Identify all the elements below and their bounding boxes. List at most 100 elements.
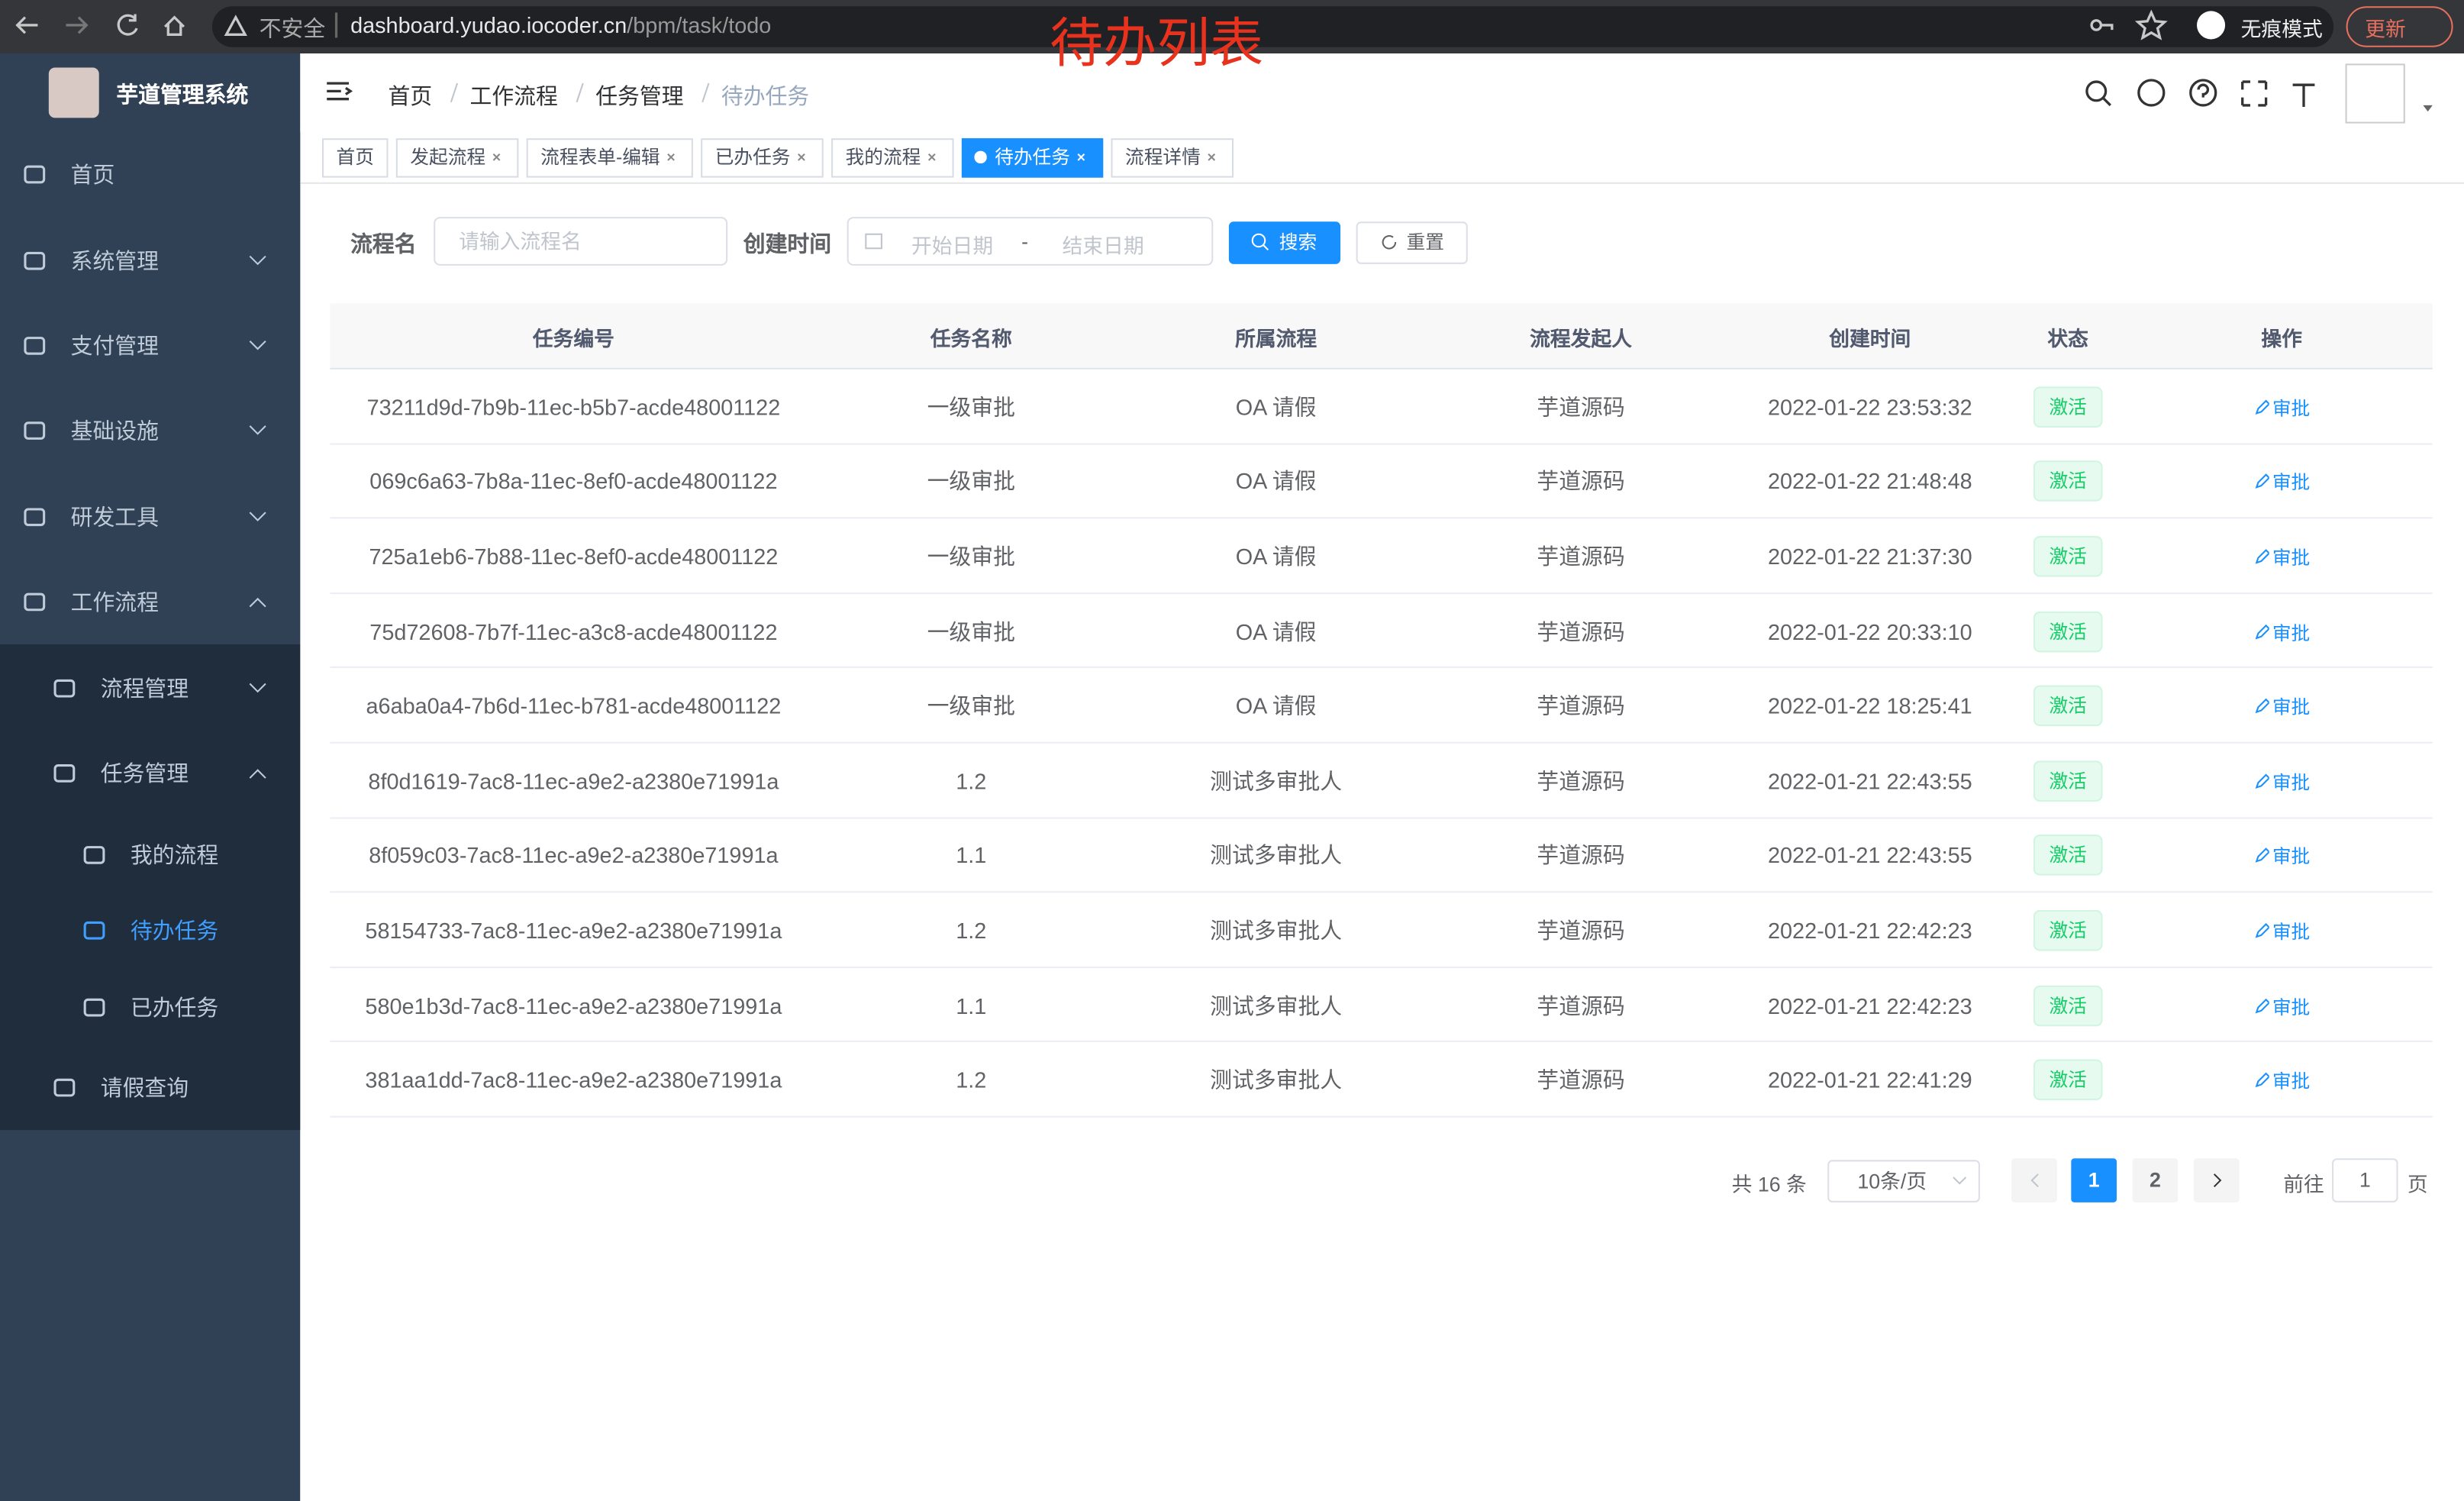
reset-button[interactable]: 重置 xyxy=(1356,221,1468,264)
status-tag: 激活 xyxy=(2033,984,2103,1026)
prev[interactable] xyxy=(2011,1158,2057,1202)
input[interactable]: 请输入流程名 xyxy=(434,217,728,266)
approve-link[interactable]: 审批 xyxy=(2272,696,2311,719)
tag-close[interactable] xyxy=(1070,151,1089,163)
tag-label[interactable]: 我的流程 xyxy=(845,146,921,169)
tag-label[interactable]: 待办任务 xyxy=(995,146,1070,169)
menu-item[interactable] xyxy=(0,559,301,645)
tag[interactable]: 已办任务 xyxy=(701,138,824,178)
menu-label[interactable]: 任务管理 xyxy=(100,760,189,786)
goto-input[interactable]: 1 xyxy=(2332,1158,2398,1202)
cell: 1.2 xyxy=(956,768,987,794)
menu-item[interactable] xyxy=(0,730,301,816)
tag-close[interactable] xyxy=(1201,151,1220,163)
approve-link[interactable]: 审批 xyxy=(2272,771,2311,794)
next-arrow xyxy=(2213,1173,2222,1188)
status-tag: 激活 xyxy=(2033,536,2103,577)
menu-item[interactable] xyxy=(0,815,301,893)
approve-link[interactable]: 审批 xyxy=(2272,1070,2311,1093)
menu-label[interactable]: 请假查询 xyxy=(100,1075,189,1101)
cell: 2022-01-22 21:37:30 xyxy=(1768,544,1972,570)
menu-item[interactable] xyxy=(0,388,301,474)
menu-item[interactable] xyxy=(0,131,301,218)
breadcrumb-item[interactable]: 任务管理 xyxy=(595,83,684,109)
tag-label[interactable]: 流程表单-编辑 xyxy=(540,146,660,169)
approve-link[interactable]: 审批 xyxy=(2272,547,2311,570)
breadcrumb-item: 待办任务 xyxy=(721,83,810,109)
menu-item[interactable] xyxy=(0,302,301,389)
cell: 1.1 xyxy=(956,993,987,1018)
goto-label: 前往 xyxy=(2283,1172,2324,1196)
incognito-label: 无痕模式 xyxy=(2240,17,2323,41)
cell: 580e1b3d-7ac8-11ec-a9e2-a2380e71991a xyxy=(365,993,782,1018)
status-tag: 激活 xyxy=(2033,685,2103,727)
tag-close[interactable] xyxy=(921,151,940,163)
approve-link[interactable]: 审批 xyxy=(2272,397,2311,420)
menu-label[interactable]: 研发工具 xyxy=(70,504,159,530)
menu-item[interactable] xyxy=(0,1045,301,1131)
tag[interactable]: 发起流程 xyxy=(395,138,519,178)
tag-label[interactable]: 首页 xyxy=(336,146,374,169)
update-button[interactable]: 更新 xyxy=(2365,17,2406,41)
tag[interactable]: 首页 xyxy=(322,138,389,178)
menu-item[interactable] xyxy=(0,217,301,303)
date-range[interactable] xyxy=(847,217,1214,266)
next[interactable] xyxy=(2193,1158,2240,1202)
menu-label[interactable]: 我的流程 xyxy=(130,841,219,867)
annotation: 待办列表 xyxy=(1050,14,1264,74)
menu-label[interactable]: 支付管理 xyxy=(70,333,159,359)
tag-label[interactable]: 流程详情 xyxy=(1125,146,1201,169)
tag-close[interactable] xyxy=(485,151,505,163)
menu-item[interactable] xyxy=(0,473,301,560)
edit-icon xyxy=(2255,923,2269,938)
column-header: 操作 xyxy=(2261,327,2302,351)
approve-link[interactable]: 审批 xyxy=(2272,996,2311,1018)
page-size[interactable]: 10条/页 xyxy=(1827,1160,1980,1202)
breadcrumb-item[interactable]: 工作流程 xyxy=(469,83,558,109)
cell: 1.2 xyxy=(956,1067,987,1093)
table-row xyxy=(330,744,2433,818)
menu-icon xyxy=(24,337,46,355)
tag[interactable]: 待办任务 xyxy=(961,138,1104,178)
menu-label[interactable]: 流程管理 xyxy=(100,675,189,701)
prev-arrow xyxy=(2030,1173,2039,1188)
menu-item[interactable] xyxy=(0,644,301,731)
menu-label[interactable]: 工作流程 xyxy=(70,589,159,615)
cell: 芋道源码 xyxy=(1537,693,1625,719)
edit-icon xyxy=(2255,474,2269,489)
tag-close[interactable] xyxy=(660,151,679,163)
status-tag: 激活 xyxy=(2033,460,2103,502)
tag-label[interactable]: 已办任务 xyxy=(714,146,791,169)
tag-close[interactable] xyxy=(791,151,810,163)
update-pill[interactable] xyxy=(2346,6,2453,47)
approve-link[interactable]: 审批 xyxy=(2272,621,2311,644)
column-header: 所属流程 xyxy=(1235,327,1317,351)
approve-link[interactable]: 审批 xyxy=(2272,921,2311,944)
tag[interactable]: 我的流程 xyxy=(831,138,954,178)
column-header: 任务名称 xyxy=(930,327,1012,351)
menu-item[interactable] xyxy=(0,892,301,969)
breadcrumb-item[interactable]: 首页 xyxy=(388,83,433,109)
status-tag: 激活 xyxy=(2033,610,2103,652)
status-tag: 激活 xyxy=(2033,386,2103,428)
menu-label[interactable]: 已办任务 xyxy=(130,994,219,1020)
tag-label[interactable]: 发起流程 xyxy=(410,146,486,169)
menu-label[interactable]: 基础设施 xyxy=(70,418,159,444)
cell: 2022-01-21 22:43:55 xyxy=(1768,768,1972,794)
menu-label[interactable]: 系统管理 xyxy=(70,247,159,273)
tag[interactable]: 流程表单-编辑 xyxy=(526,138,693,178)
search-button[interactable]: 搜索 xyxy=(1228,221,1341,264)
security-label: 不安全 xyxy=(259,15,326,41)
page-button[interactable]: 1 xyxy=(2071,1158,2117,1202)
menu-icon xyxy=(24,593,46,612)
table-row xyxy=(330,893,2433,968)
menu-label[interactable]: 待办任务 xyxy=(130,918,219,944)
tag[interactable]: 流程详情 xyxy=(1111,138,1234,178)
approve-link[interactable]: 审批 xyxy=(2272,846,2311,869)
approve-link[interactable]: 审批 xyxy=(2272,472,2311,495)
menu-item[interactable] xyxy=(0,968,301,1045)
tag-dot xyxy=(974,150,987,164)
tags-border xyxy=(300,182,2464,184)
page-button[interactable]: 2 xyxy=(2132,1158,2179,1202)
menu-label[interactable]: 首页 xyxy=(70,162,115,188)
